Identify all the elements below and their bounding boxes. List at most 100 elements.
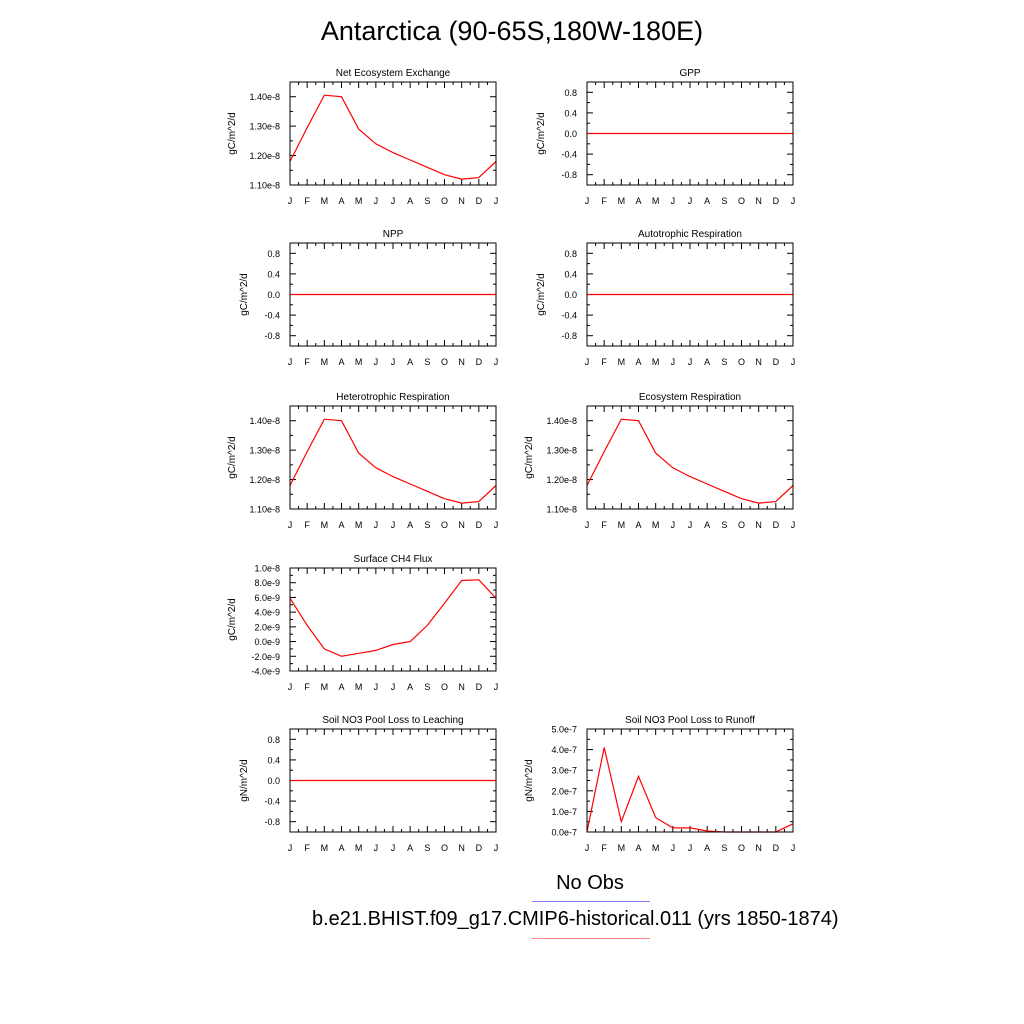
x-tick-label: M (321, 196, 329, 206)
x-tick-label: N (755, 520, 762, 530)
x-tick-label: M (355, 196, 363, 206)
x-tick-label: S (721, 196, 727, 206)
x-tick-label: O (441, 357, 448, 367)
x-tick-label: J (391, 357, 396, 367)
y-tick-label: -4.0e-9 (251, 667, 280, 677)
x-tick-label: O (441, 520, 448, 530)
y-tick-label: 1.40e-8 (249, 416, 280, 426)
y-tick-label: 1.20e-8 (546, 475, 577, 485)
x-tick-label: F (304, 843, 310, 853)
y-tick-label: 1.20e-8 (249, 151, 280, 161)
x-tick-label: N (755, 196, 762, 206)
chart-title: NPP (383, 229, 404, 240)
y-tick-label: 4.0e-9 (254, 608, 280, 618)
x-tick-label: O (441, 196, 448, 206)
x-tick-label: A (407, 357, 413, 367)
x-tick-label: A (407, 843, 413, 853)
x-tick-label: A (338, 843, 344, 853)
y-axis-label: gC/m^2/d (524, 436, 535, 479)
y-tick-label: -0.8 (264, 817, 280, 827)
x-tick-label: J (494, 357, 499, 367)
x-tick-label: J (791, 520, 796, 530)
y-tick-label: 0.8 (267, 249, 280, 259)
y-tick-label: 0.4 (267, 269, 280, 279)
x-tick-label: J (688, 357, 693, 367)
x-tick-label: J (391, 520, 396, 530)
chart-title: Autotrophic Respiration (638, 229, 742, 240)
series-line (289, 579, 497, 657)
x-tick-label: A (704, 843, 710, 853)
plot-frame (586, 728, 794, 833)
x-tick-label: N (458, 682, 465, 692)
y-tick-label: -0.8 (561, 170, 577, 180)
x-tick-label: A (338, 682, 344, 692)
x-tick-label: M (321, 357, 329, 367)
x-tick-label: N (458, 843, 465, 853)
x-tick-label: J (288, 520, 293, 530)
x-tick-label: J (585, 520, 590, 530)
x-tick-label: A (407, 520, 413, 530)
y-tick-label: 0.8 (267, 735, 280, 745)
chart-title: Ecosystem Respiration (639, 392, 741, 403)
y-axis-label: gN/m^2/d (239, 759, 250, 802)
series-line (289, 418, 497, 504)
x-tick-label: J (494, 843, 499, 853)
x-tick-label: M (321, 520, 329, 530)
x-tick-label: M (652, 520, 660, 530)
x-tick-label: S (721, 843, 727, 853)
x-tick-label: M (618, 196, 626, 206)
x-tick-label: J (494, 196, 499, 206)
legend-label-model: b.e21.BHIST.f09_g17.CMIP6-historical.011… (312, 908, 839, 930)
x-tick-label: O (738, 843, 745, 853)
x-tick-label: A (407, 682, 413, 692)
y-tick-label: 0.0 (267, 290, 280, 300)
chart-title: Soil NO3 Pool Loss to Leaching (322, 715, 463, 726)
x-tick-label: F (601, 357, 607, 367)
y-tick-label: 2.0e-9 (254, 622, 280, 632)
x-tick-label: M (355, 682, 363, 692)
x-tick-label: M (652, 196, 660, 206)
y-tick-label: 0.4 (267, 755, 280, 765)
y-tick-label: -0.4 (561, 150, 577, 160)
x-tick-label: J (391, 682, 396, 692)
y-tick-label: -2.0e-9 (251, 652, 280, 662)
x-tick-label: J (688, 196, 693, 206)
y-tick-label: -0.8 (561, 331, 577, 341)
chart-panel-7: Soil NO3 Pool Loss to Leaching gN/m^2/d J F… (239, 715, 498, 853)
x-tick-label: A (635, 196, 641, 206)
y-tick-label: 0.4 (564, 108, 577, 118)
x-tick-label: J (688, 520, 693, 530)
x-tick-label: S (424, 682, 430, 692)
x-tick-label: J (494, 682, 499, 692)
chart-title: Soil NO3 Pool Loss to Runoff (625, 715, 755, 726)
y-axis-label: gC/m^2/d (536, 273, 547, 316)
y-tick-label: 1.0e-7 (551, 807, 577, 817)
x-tick-label: J (494, 520, 499, 530)
x-tick-label: D (773, 843, 780, 853)
x-tick-label: F (601, 196, 607, 206)
x-tick-label: J (671, 357, 676, 367)
y-tick-label: -0.4 (561, 311, 577, 321)
x-tick-label: J (391, 196, 396, 206)
x-tick-label: J (585, 357, 590, 367)
y-tick-label: 1.10e-8 (249, 181, 280, 191)
x-tick-label: F (304, 357, 310, 367)
y-axis-label: gC/m^2/d (227, 598, 238, 641)
y-tick-label: 0.4 (564, 269, 577, 279)
x-tick-label: J (585, 196, 590, 206)
x-tick-label: M (618, 843, 626, 853)
y-axis-label: gC/m^2/d (227, 436, 238, 479)
y-tick-label: -0.4 (264, 311, 280, 321)
x-tick-label: J (688, 843, 693, 853)
y-tick-label: 2.0e-7 (551, 786, 577, 796)
x-tick-label: M (355, 520, 363, 530)
plot-frame (289, 728, 497, 833)
x-tick-label: O (738, 520, 745, 530)
